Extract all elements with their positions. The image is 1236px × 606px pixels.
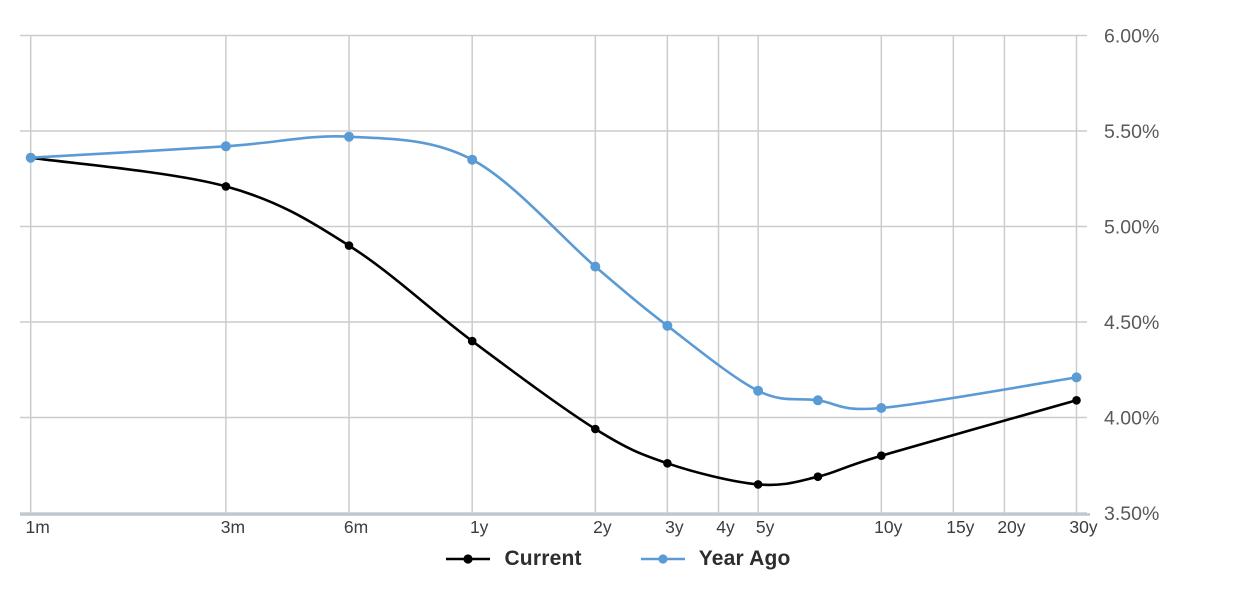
year-ago-series-marker-icon xyxy=(640,554,685,564)
y-tick-label: 3.50% xyxy=(1104,503,1159,525)
x-tick-label: 15y xyxy=(946,517,974,537)
x-tick-label: 3y xyxy=(665,517,684,537)
y-tick-label: 5.00% xyxy=(1104,217,1159,239)
data-point-current xyxy=(591,424,600,434)
legend-label-year-ago: Year Ago xyxy=(698,547,791,570)
data-point-year-ago xyxy=(25,152,36,163)
data-point-year-ago xyxy=(220,141,231,152)
x-axis-labels: 1m 3m 6m 1y 2y 3y 4y 5y 10y 15y 20y 30y xyxy=(26,517,1098,537)
data-point-current xyxy=(221,182,231,191)
x-tick-label: 3m xyxy=(221,517,245,537)
y-tick-label: 4.00% xyxy=(1104,408,1159,430)
series-year-ago-line xyxy=(29,135,1078,411)
data-point-current xyxy=(467,336,477,346)
data-point-current xyxy=(877,451,886,461)
data-point-year-ago xyxy=(876,403,887,413)
data-point-year-ago xyxy=(1071,372,1082,383)
y-tick-label: 4.50% xyxy=(1104,312,1159,334)
legend-label-current: Current xyxy=(504,547,582,570)
x-tick-label: 1m xyxy=(26,517,50,537)
x-tick-label: 6m xyxy=(344,517,368,537)
legend-item-current[interactable]: Current xyxy=(445,547,581,571)
y-tick-label: 6.00% xyxy=(1104,26,1159,48)
data-point-year-ago xyxy=(344,131,354,142)
data-point-current xyxy=(663,459,672,468)
data-point-current xyxy=(344,241,354,250)
x-tick-label: 20y xyxy=(997,517,1025,537)
x-tick-label: 4y xyxy=(716,517,735,537)
data-point-current xyxy=(1072,396,1081,405)
x-tick-label: 10y xyxy=(874,517,902,537)
x-tick-label: 1y xyxy=(470,517,489,537)
y-tick-label: 5.50% xyxy=(1104,121,1159,143)
data-point-year-ago xyxy=(590,261,601,272)
series-year-ago xyxy=(25,131,1082,413)
y-axis-labels: 6.00% 5.50% 5.00% 4.50% 4.00% 3.50% xyxy=(1104,26,1159,526)
data-point-current xyxy=(813,472,823,482)
data-point-current xyxy=(753,480,763,489)
data-point-year-ago xyxy=(812,395,823,406)
x-tick-label: 30y xyxy=(1069,517,1097,537)
data-point-year-ago xyxy=(662,320,673,331)
data-point-year-ago xyxy=(467,154,478,165)
x-tick-label: 5y xyxy=(756,517,775,537)
current-series-marker-icon xyxy=(446,554,491,564)
x-tick-label: 2y xyxy=(593,517,612,537)
series-current xyxy=(26,153,1081,489)
legend: Current Year Ago xyxy=(0,547,1236,571)
data-point-year-ago xyxy=(753,385,764,396)
vertical-gridlines xyxy=(29,35,1078,513)
legend-item-year-ago[interactable]: Year Ago xyxy=(640,547,791,571)
